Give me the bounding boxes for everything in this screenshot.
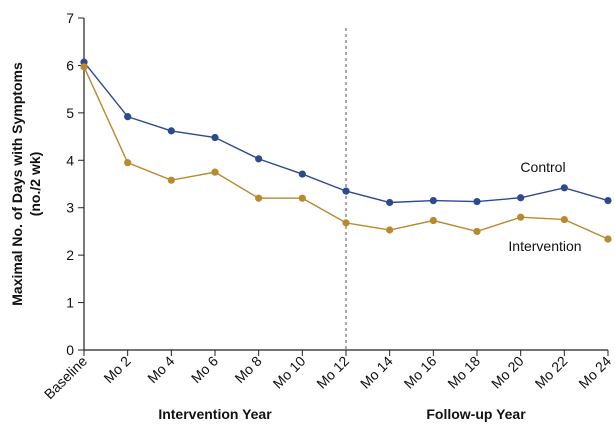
x-tick-label: Mo 10	[270, 353, 309, 392]
y-tick-label: 1	[66, 295, 74, 311]
data-point	[386, 226, 394, 234]
series-line	[83, 66, 609, 240]
x-tick-label: Mo 22	[532, 353, 571, 392]
data-point	[429, 216, 437, 225]
y-axis-title: Maximal No. of Days with Symptoms (no./2 …	[9, 62, 43, 306]
data-point	[255, 155, 263, 163]
data-point	[80, 63, 88, 71]
data-point	[560, 215, 568, 224]
data-point	[473, 197, 481, 206]
period-label-followup: Follow-up Year	[426, 406, 526, 422]
data-point	[167, 176, 175, 184]
data-point	[386, 198, 394, 207]
data-point	[124, 113, 132, 121]
data-point	[342, 219, 350, 227]
x-tick-label: Mo 24	[575, 353, 614, 392]
y-tick-label: 4	[66, 152, 74, 168]
period-labels: Intervention Year Follow-up Year	[158, 406, 526, 422]
data-point	[604, 235, 612, 243]
y-tick-label: 3	[66, 200, 74, 216]
y-tick-label: 5	[66, 105, 74, 121]
y-tick-label: 7	[66, 10, 74, 26]
series-intervention: Intervention	[80, 63, 612, 254]
x-tick-label: Mo 14	[357, 353, 396, 392]
series-label: Control	[520, 159, 565, 175]
data-point	[211, 133, 219, 142]
data-point	[298, 170, 306, 178]
x-tick-label: Mo 16	[401, 353, 440, 392]
y-ticks: 0 1 2 3 4 5 6 7	[66, 10, 84, 358]
y-tick-label: 0	[66, 342, 74, 358]
x-ticks: Baseline Mo 2 Mo 4 Mo 6 Mo 8 Mo 10 Mo 12 Mo 14 M…	[41, 350, 614, 402]
x-tick-label: Baseline	[41, 353, 90, 402]
data-point	[167, 127, 175, 135]
data-point	[255, 194, 263, 202]
x-tick-label: Mo 6	[188, 353, 221, 386]
series-layer: Control Intervention	[80, 58, 612, 254]
data-point	[560, 184, 568, 192]
data-point	[517, 213, 525, 221]
data-point	[473, 227, 481, 236]
data-point	[298, 194, 306, 202]
y-tick-label: 6	[66, 57, 74, 73]
data-point	[124, 159, 132, 167]
data-point	[342, 187, 350, 195]
y-axis-title-line: (no./2 wk)	[27, 152, 43, 217]
x-tick-label: Mo 20	[488, 353, 527, 392]
period-label-intervention: Intervention Year	[158, 406, 272, 422]
x-tick-label: Mo 2	[100, 353, 133, 386]
data-point	[211, 168, 219, 176]
series-label: Intervention	[508, 238, 581, 254]
data-point	[604, 197, 612, 205]
data-point	[517, 194, 525, 202]
x-tick-label: Mo 4	[144, 353, 177, 386]
series-control: Control	[80, 58, 612, 207]
y-axis-title-line: Maximal No. of Days with Symptoms	[9, 62, 25, 306]
y-tick-label: 2	[66, 247, 74, 263]
x-tick-label: Mo 12	[313, 353, 352, 392]
x-tick-label: Mo 8	[231, 353, 264, 386]
x-tick-label: Mo 18	[444, 353, 483, 392]
data-point	[429, 197, 437, 205]
